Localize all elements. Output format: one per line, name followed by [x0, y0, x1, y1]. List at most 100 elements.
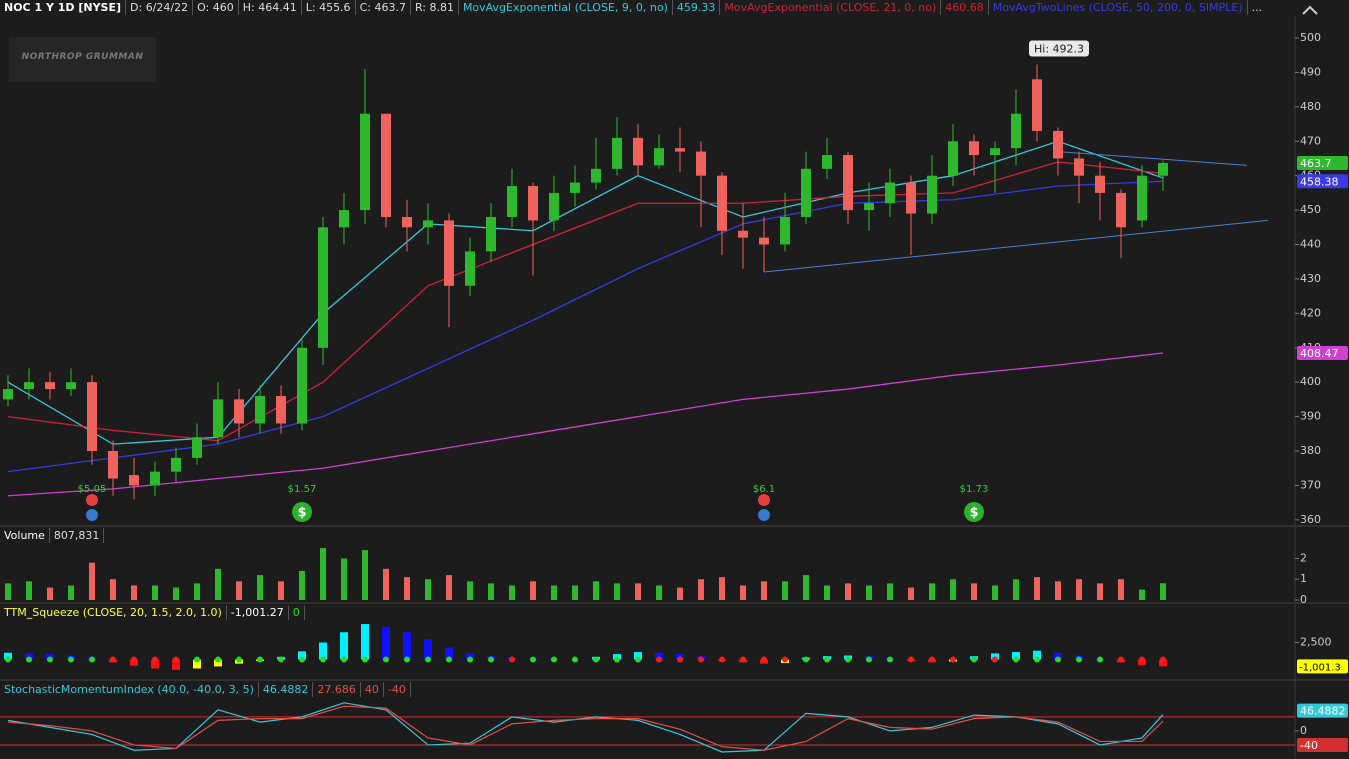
- price-badge: [1297, 174, 1348, 189]
- volume-bar: [677, 587, 683, 600]
- earnings-icon: [86, 509, 98, 521]
- candle-body: [444, 220, 454, 286]
- price-badge-label: 408.47: [1300, 347, 1339, 360]
- squeeze-dot: [845, 656, 851, 663]
- volume-bar: [1118, 579, 1124, 600]
- candle-body: [402, 216, 412, 228]
- study-name[interactable]: TTM_Squeeze (CLOSE, 20, 1.5, 2.0, 1.0): [0, 605, 227, 620]
- y-tick-label: 420: [1300, 306, 1321, 319]
- y-tick-label: 480: [1300, 100, 1321, 113]
- volume-bar: [551, 585, 557, 600]
- candle-body: [192, 437, 202, 458]
- candle-body: [1095, 175, 1105, 193]
- momentum-bar: [634, 652, 642, 660]
- volume-bar: [362, 550, 368, 600]
- y-tick-label: 2: [1300, 551, 1307, 564]
- squeeze-dot: [614, 656, 620, 663]
- squeeze-dot: [446, 656, 452, 663]
- candle-body: [1116, 192, 1126, 228]
- event-label: $1.73: [960, 484, 989, 495]
- volume-bar: [614, 583, 620, 600]
- candle-body: [969, 141, 979, 156]
- candle-body: [1053, 130, 1063, 159]
- candle-body: [87, 382, 97, 452]
- squeeze-dot: [278, 656, 284, 663]
- candle-body: [717, 175, 727, 231]
- volume-bar: [257, 575, 263, 600]
- squeeze-dot: [425, 656, 431, 663]
- study-name[interactable]: Volume: [0, 528, 50, 543]
- study-value: 40: [361, 682, 384, 697]
- squeeze-dot: [194, 656, 200, 663]
- squeeze-dot: [26, 656, 32, 663]
- candle-body: [150, 471, 160, 486]
- volume-bar: [971, 583, 977, 600]
- squeeze-dot: [320, 656, 326, 663]
- study-value: -1,001.27: [227, 605, 289, 620]
- study-value: 460.68: [941, 0, 989, 15]
- symbol[interactable]: NOC 1 Y 1D [NYSE]: [0, 0, 127, 15]
- volume-bar: [866, 585, 872, 600]
- squeeze-dot: [740, 656, 746, 663]
- price-badge: [1297, 659, 1348, 674]
- dividend-icon: [964, 502, 984, 522]
- volume-bar: [446, 575, 452, 600]
- candle-body: [612, 137, 622, 169]
- study-name[interactable]: MovAvgExponential (CLOSE, 9, 0, no): [459, 0, 673, 15]
- volume-bar: [992, 585, 998, 600]
- study-name[interactable]: MovAvgExponential (CLOSE, 21, 0, no): [720, 0, 942, 15]
- squeeze-dot: [824, 656, 830, 663]
- squeeze-dot: [1013, 656, 1019, 663]
- volume-bar: [593, 581, 599, 600]
- candle-body: [948, 141, 958, 176]
- squeeze-dot: [761, 656, 767, 663]
- study-value: 459.33: [673, 0, 721, 15]
- volume-bar: [215, 568, 221, 600]
- candle-body: [255, 395, 265, 424]
- candle-body: [339, 210, 349, 228]
- squeeze-dot: [131, 656, 137, 663]
- volume-header: Volume 807,831: [0, 528, 105, 543]
- volume-bar: [1034, 577, 1040, 600]
- squeeze-dot: [152, 656, 158, 663]
- squeeze-dot: [5, 656, 11, 663]
- candle-body: [1032, 79, 1042, 131]
- squeeze-dot: [572, 656, 578, 663]
- candle-body: [570, 182, 580, 193]
- y-tick-label: 470: [1300, 134, 1321, 147]
- momentum-bar: [991, 653, 999, 660]
- momentum-bar: [403, 632, 411, 660]
- squeeze-dot: [950, 656, 956, 663]
- candle-body: [822, 155, 832, 169]
- momentum-bar: [193, 659, 201, 669]
- earnings-icon: [758, 509, 770, 521]
- study-value: 46.4882: [259, 682, 314, 697]
- candle-body: [213, 399, 223, 438]
- squeeze-dot: [1097, 656, 1103, 663]
- volume-bar: [110, 579, 116, 600]
- high-label: Hi: 492.3: [1034, 43, 1084, 56]
- study-name[interactable]: MovAvgTwoLines (CLOSE, 50, 200, 0, SIMPL…: [989, 0, 1248, 15]
- momentum-bar: [361, 624, 369, 660]
- candle-body: [549, 192, 559, 221]
- candle-body: [1011, 113, 1021, 149]
- dividend-icon-label: $: [969, 506, 978, 521]
- collapse-icon[interactable]: [1300, 2, 1320, 18]
- study-name[interactable]: StochasticMomentumIndex (40.0, -40.0, 3,…: [0, 682, 259, 697]
- momentum-bar: [214, 659, 222, 667]
- candle-body: [696, 151, 706, 176]
- squeeze-dot: [992, 656, 998, 663]
- dividend-icon-label: $: [297, 506, 306, 521]
- squeeze-dot: [593, 656, 599, 663]
- squeeze-dot: [383, 656, 389, 663]
- volume-bar: [635, 583, 641, 600]
- price-badge-label: 46.4882: [1300, 705, 1346, 718]
- candle-body: [759, 237, 769, 245]
- candle-body: [633, 137, 643, 166]
- candle-body: [780, 216, 790, 245]
- more[interactable]: ...: [1251, 1, 1263, 14]
- squeeze-dot: [89, 656, 95, 663]
- study-value: 807,831: [50, 528, 105, 543]
